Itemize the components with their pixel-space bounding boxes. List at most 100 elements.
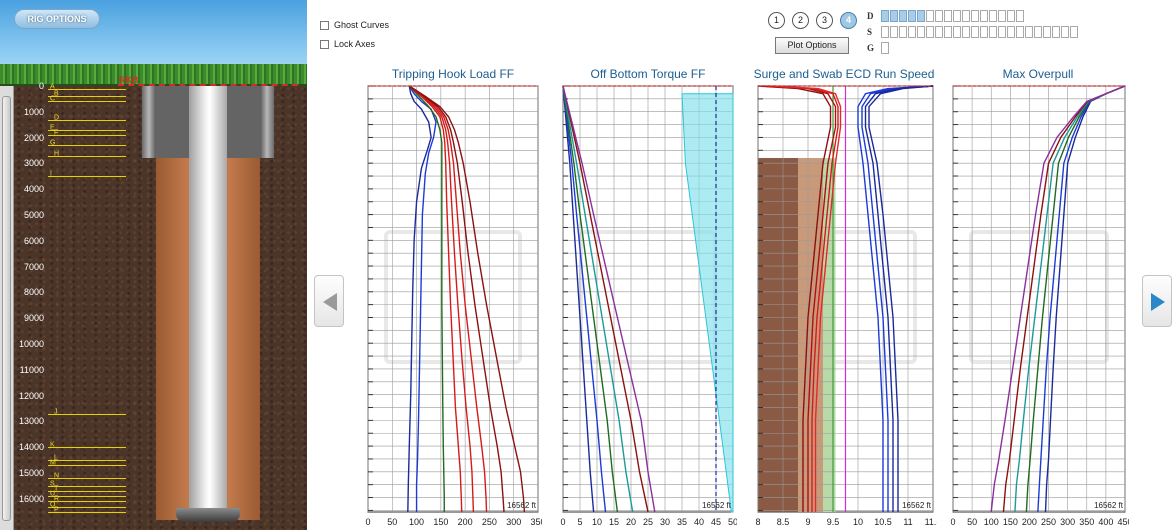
next-page-button[interactable] [1142,275,1172,327]
selection-slot[interactable] [926,10,934,22]
selection-slot[interactable] [1025,26,1033,38]
hook-load-chart[interactable]: 0 50 100 150 200 250 300 350 16562 ft [360,82,542,530]
series-line[interactable] [772,85,842,512]
selection-slot[interactable] [989,26,997,38]
selection-slot[interactable] [944,26,952,38]
page-button-3[interactable]: 3 [816,12,833,29]
series-line[interactable] [562,85,619,513]
previous-page-button[interactable] [314,275,344,327]
series-line[interactable] [562,85,607,513]
series-line[interactable] [1037,85,1126,513]
x-tick-label: 11 [903,517,912,527]
selection-slot[interactable] [953,26,961,38]
x-tick-label: 9 [805,517,810,527]
selection-slot[interactable] [1016,26,1024,38]
selection-slot[interactable] [908,10,916,22]
series-line[interactable] [868,85,934,512]
series-line[interactable] [1044,85,1126,513]
series-line[interactable] [757,85,832,512]
selection-slot[interactable] [935,10,943,22]
series-line[interactable] [1014,85,1126,513]
formation-label: T [54,485,59,493]
selection-slot[interactable] [935,26,943,38]
selection-slot[interactable] [1043,26,1051,38]
x-tick-label: 10 [853,517,863,527]
depth-readout: 16562 ft [902,501,932,510]
series-line[interactable] [408,85,463,513]
x-tick-label: 250 [482,517,497,527]
series-line[interactable] [408,85,475,513]
selection-slot[interactable] [899,26,907,38]
overpull-chart[interactable]: 0 50 100 150 200 250 300 350 400 450 16562 ft [945,82,1129,530]
selection-slot[interactable] [998,10,1006,22]
selection-slot[interactable] [1034,26,1042,38]
selection-slot[interactable] [980,10,988,22]
chart-title-hook-load: Tripping Hook Load FF [391,67,515,81]
series-line[interactable] [767,85,839,512]
x-tick-label: 150 [1003,517,1018,527]
selection-slot[interactable] [1007,26,1015,38]
selection-slot[interactable] [971,26,979,38]
page-button-1[interactable]: 1 [768,12,785,29]
page-button-2[interactable]: 2 [792,12,809,29]
selection-slot[interactable] [980,26,988,38]
series-line[interactable] [857,85,934,512]
series-line[interactable] [408,85,445,512]
lock-axes-checkbox[interactable]: Lock Axes [320,39,375,49]
drillstring[interactable] [189,86,227,508]
formation-top-line [48,135,126,137]
selection-slot[interactable] [926,26,934,38]
selection-slot[interactable] [989,10,997,22]
ghost-curves-checkbox[interactable]: Ghost Curves [320,20,389,30]
selection-slot[interactable] [953,10,961,22]
selection-slot[interactable] [908,26,916,38]
formation-top-line [48,501,126,503]
surge-swab-chart[interactable]: 8 8.5 9 9.5 10 10.5 11 11.5 16562 ft [750,82,937,530]
selection-slot[interactable] [890,26,898,38]
series-line[interactable] [864,85,934,512]
selection-slot[interactable] [1016,10,1024,22]
selection-slot[interactable] [944,10,952,22]
series-line[interactable] [407,85,432,513]
rig-options-button[interactable]: RIG OPTIONS [14,9,100,29]
selection-slot[interactable] [899,10,907,22]
series-line[interactable] [762,85,837,512]
series-line[interactable] [1002,85,1126,513]
depth-scrollbar[interactable] [0,86,14,530]
selection-slot[interactable] [890,10,898,22]
selection-slot[interactable] [881,42,889,54]
depth-scroll-thumb[interactable] [2,96,11,521]
depth-tick-label: 2000 [23,132,44,143]
selection-slot[interactable] [998,26,1006,38]
x-tick-label: 8.5 [777,517,790,527]
torque-chart[interactable]: 0 5 10 15 20 25 30 35 40 45 50 16562 ft [555,82,737,530]
series-line[interactable] [562,85,649,513]
selection-slot[interactable] [917,26,925,38]
ghost-curves-checkbox-box[interactable] [320,20,329,30]
wellbore-panel: RIG OPTIONS RKB 0 1000 2000 3000 4000 5000 600… [0,0,307,530]
selection-slot[interactable] [971,10,979,22]
series-line[interactable] [861,85,934,512]
selection-slot[interactable] [881,10,889,22]
selection-slot[interactable] [1070,26,1078,38]
series-line[interactable] [408,85,488,513]
series-line[interactable] [562,85,656,513]
series-line[interactable] [562,85,595,513]
page-button-4[interactable]: 4 [840,12,857,29]
selection-slot[interactable] [881,26,889,38]
selection-slot[interactable] [962,26,970,38]
selection-slot[interactable] [1007,10,1015,22]
series-line[interactable] [562,85,634,513]
selection-slot[interactable] [962,10,970,22]
x-tick-label: 300 [506,517,521,527]
series-line[interactable] [408,85,505,513]
selection-slot[interactable] [1061,26,1069,38]
selection-slot[interactable] [1052,26,1060,38]
series-line[interactable] [1025,85,1126,513]
plot-options-button[interactable]: Plot Options [775,37,849,54]
selection-slot[interactable] [917,10,925,22]
series-line[interactable] [990,85,1126,513]
lock-axes-checkbox-box[interactable] [320,39,329,49]
series-line[interactable] [408,85,437,512]
series-line[interactable] [408,85,526,513]
